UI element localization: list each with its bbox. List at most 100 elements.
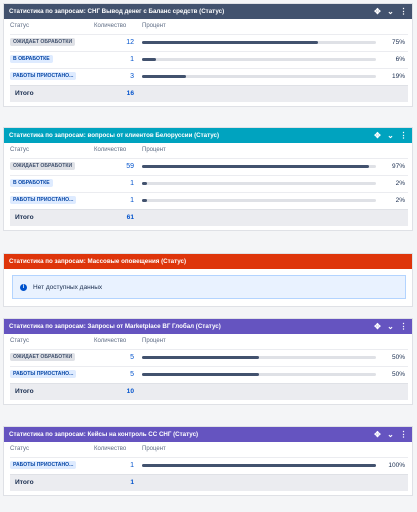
gadget-header[interactable]: Статистика по запросам: Запросы от Marke…	[4, 319, 412, 334]
count-link[interactable]: 5	[130, 371, 134, 378]
more-icon[interactable]: ⋮	[399, 6, 408, 16]
move-icon[interactable]: ✥	[374, 6, 381, 16]
status-lozenge[interactable]: В ОБРАБОТКЕ	[10, 54, 53, 63]
table-row: РАБОТЫ ПРИОСТАНО... 1 100%	[10, 456, 408, 474]
stats-table: Статус Количество Процент РАБОТЫ ПРИОСТА…	[10, 442, 408, 491]
gadget-title: Статистика по запросам: СНГ Вывод денег …	[9, 8, 225, 15]
gadget-title: Статистика по запросам: вопросы от клиен…	[9, 132, 220, 139]
table-row: РАБОТЫ ПРИОСТАНО... 3 19%	[10, 67, 408, 85]
count-header: Количество	[94, 338, 127, 345]
percent-value: 6%	[380, 50, 408, 68]
gadget-marketplace: Статистика по запросам: Запросы от Marke…	[3, 318, 413, 405]
total-label: Итого	[10, 473, 92, 491]
total-row: Итого 1	[10, 473, 408, 491]
minimize-icon[interactable]: ⌄	[387, 429, 394, 439]
total-count[interactable]: 1	[130, 479, 134, 487]
percent-bar	[142, 199, 376, 202]
count-link[interactable]: 59	[126, 163, 134, 170]
count-link[interactable]: 1	[130, 180, 134, 187]
count-header: Количество	[94, 147, 127, 154]
status-header: Статус	[10, 338, 29, 345]
count-header: Количество	[94, 446, 127, 453]
table-row: РАБОТЫ ПРИОСТАНО... 1 2%	[10, 191, 408, 209]
gadget-header[interactable]: Статистика по запросам: Массовые оповеще…	[4, 254, 412, 269]
percent-value: 19%	[380, 67, 408, 85]
total-row: Итого 16	[10, 84, 408, 102]
info-text: Нет доступных данных	[33, 283, 103, 291]
count-header: Количество	[94, 23, 127, 30]
percent-header: Процент	[142, 338, 166, 345]
gadget-belarus: Статистика по запросам: вопросы от клиен…	[3, 127, 413, 231]
percent-header: Процент	[142, 23, 166, 30]
gadget-header[interactable]: Статистика по запросам: вопросы от клиен…	[4, 128, 412, 143]
percent-value: 100%	[380, 456, 408, 474]
table-row: РАБОТЫ ПРИОСТАНО... 5 50%	[10, 365, 408, 383]
gadget-header[interactable]: Статистика по запросам: СНГ Вывод денег …	[4, 4, 412, 19]
percent-bar	[142, 356, 376, 359]
stats-table: Статус Количество Процент ОЖИДАЕТ ОБРАБО…	[10, 334, 408, 400]
gadget-header[interactable]: Статистика по запросам: Кейсы на контрол…	[4, 427, 412, 442]
gadget-title: Статистика по запросам: Запросы от Marke…	[9, 323, 221, 330]
more-icon[interactable]: ⋮	[399, 429, 408, 439]
table-row: В ОБРАБОТКЕ 1 2%	[10, 174, 408, 192]
more-icon[interactable]: ⋮	[399, 130, 408, 140]
count-link[interactable]: 3	[130, 73, 134, 80]
gadget-withdrawal: Статистика по запросам: СНГ Вывод денег …	[3, 3, 413, 107]
percent-value: 50%	[380, 365, 408, 383]
percent-bar	[142, 75, 376, 78]
minimize-icon[interactable]: ⌄	[387, 6, 394, 16]
percent-header: Процент	[142, 446, 166, 453]
stats-table: Статус Количество Процент ОЖИДАЕТ ОБРАБО…	[10, 143, 408, 226]
minimize-icon[interactable]: ⌄	[387, 321, 394, 331]
percent-value: 2%	[380, 174, 408, 192]
count-link[interactable]: 5	[130, 354, 134, 361]
status-lozenge[interactable]: РАБОТЫ ПРИОСТАНО...	[10, 195, 77, 204]
minimize-icon[interactable]: ⌄	[387, 130, 394, 140]
move-icon[interactable]: ✥	[374, 429, 381, 439]
table-row: ОЖИДАЕТ ОБРАБОТКИ 59 97%	[10, 157, 408, 175]
gadget-mass-notifications: Статистика по запросам: Массовые оповеще…	[3, 253, 413, 307]
status-lozenge[interactable]: ОЖИДАЕТ ОБРАБОТКИ	[10, 161, 76, 170]
percent-value: 50%	[380, 348, 408, 366]
status-lozenge[interactable]: РАБОТЫ ПРИОСТАНО...	[10, 71, 77, 80]
gadget-control-cases: Статистика по запросам: Кейсы на контрол…	[3, 426, 413, 496]
total-label: Итого	[10, 208, 92, 226]
count-link[interactable]: 1	[130, 56, 134, 63]
percent-value: 97%	[380, 157, 408, 175]
percent-bar	[142, 41, 376, 44]
count-link[interactable]: 12	[126, 39, 134, 46]
table-row: ОЖИДАЕТ ОБРАБОТКИ 5 50%	[10, 348, 408, 366]
total-label: Итого	[10, 382, 92, 400]
count-link[interactable]: 1	[130, 462, 134, 469]
info-message: i Нет доступных данных	[12, 275, 406, 299]
total-row: Итого 10	[10, 382, 408, 400]
status-lozenge[interactable]: РАБОТЫ ПРИОСТАНО...	[10, 369, 77, 378]
status-header: Статус	[10, 23, 29, 30]
percent-bar	[142, 182, 376, 185]
percent-bar	[142, 58, 376, 61]
more-icon[interactable]: ⋮	[399, 321, 408, 331]
total-count[interactable]: 10	[126, 388, 134, 396]
move-icon[interactable]: ✥	[374, 321, 381, 331]
table-row: ОЖИДАЕТ ОБРАБОТКИ 12 75%	[10, 33, 408, 51]
status-header: Статус	[10, 446, 29, 453]
status-header: Статус	[10, 147, 29, 154]
percent-value: 75%	[380, 33, 408, 51]
total-count[interactable]: 16	[126, 90, 134, 98]
percent-bar	[142, 165, 376, 168]
count-link[interactable]: 1	[130, 197, 134, 204]
stats-table: Статус Количество Процент ОЖИДАЕТ ОБРАБО…	[10, 19, 408, 102]
status-lozenge[interactable]: В ОБРАБОТКЕ	[10, 178, 53, 187]
gadget-title: Статистика по запросам: Кейсы на контрол…	[9, 431, 199, 438]
status-lozenge[interactable]: ОЖИДАЕТ ОБРАБОТКИ	[10, 37, 76, 46]
gadget-title: Статистика по запросам: Массовые оповеще…	[9, 258, 187, 265]
status-lozenge[interactable]: РАБОТЫ ПРИОСТАНО...	[10, 460, 77, 469]
percent-bar	[142, 373, 376, 376]
total-count[interactable]: 61	[126, 214, 134, 222]
info-icon: i	[20, 283, 27, 291]
move-icon[interactable]: ✥	[374, 130, 381, 140]
percent-value: 2%	[380, 191, 408, 209]
status-lozenge[interactable]: ОЖИДАЕТ ОБРАБОТКИ	[10, 352, 76, 361]
percent-header: Процент	[142, 147, 166, 154]
total-label: Итого	[10, 84, 92, 102]
